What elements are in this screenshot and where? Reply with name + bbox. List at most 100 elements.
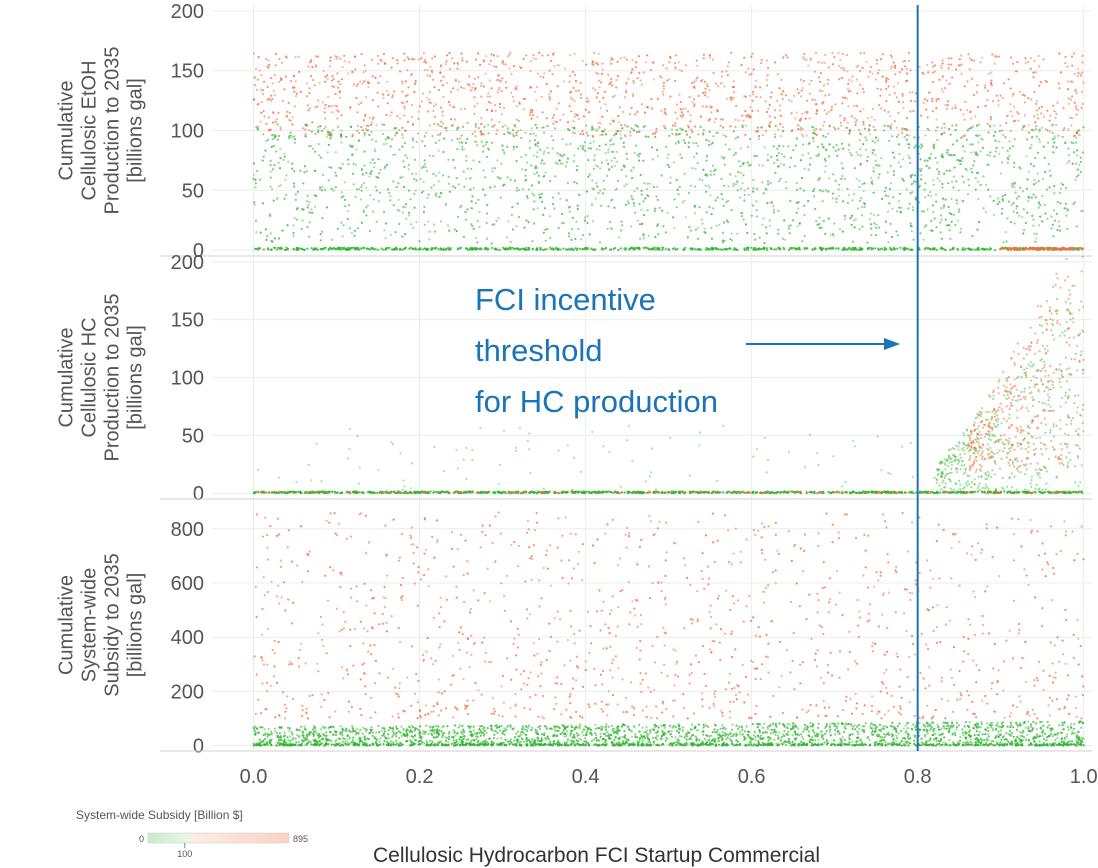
data-point [592, 140, 595, 143]
data-point [415, 221, 418, 224]
data-point [779, 491, 782, 494]
data-point [873, 118, 876, 121]
data-point [862, 123, 865, 126]
data-point [542, 175, 545, 178]
data-point [721, 241, 725, 244]
data-point [693, 212, 697, 215]
data-point [479, 63, 482, 66]
data-point [974, 188, 977, 191]
data-point [908, 248, 912, 251]
data-point [329, 247, 332, 250]
data-point [269, 176, 272, 179]
data-point [914, 92, 917, 95]
data-point [640, 189, 643, 192]
data-point [919, 169, 922, 172]
data-point [370, 58, 373, 61]
data-point [363, 80, 366, 83]
data-point [802, 143, 805, 146]
data-point [756, 130, 759, 133]
data-point [273, 74, 276, 77]
data-point [559, 197, 562, 200]
data-point [355, 148, 358, 151]
data-point [610, 81, 613, 84]
data-point [701, 179, 704, 182]
data-point [942, 206, 945, 209]
data-point [574, 80, 578, 83]
data-point [593, 51, 596, 55]
data-point [736, 232, 739, 235]
data-point [799, 117, 803, 120]
data-point [777, 228, 780, 231]
data-point [674, 248, 677, 251]
data-point [387, 93, 390, 96]
data-point [496, 129, 499, 132]
y-axis-label-line: Production to 2035 [102, 294, 124, 462]
data-point [872, 149, 875, 152]
data-point [926, 159, 929, 162]
data-point [264, 228, 267, 231]
data-point [814, 247, 817, 250]
data-point [1081, 71, 1084, 74]
data-point [463, 107, 466, 110]
data-point [630, 195, 633, 198]
data-point [709, 173, 712, 176]
data-point [1055, 212, 1058, 215]
data-point [283, 88, 286, 91]
data-point [283, 197, 286, 200]
data-point [498, 490, 501, 493]
data-point [256, 103, 259, 106]
data-point [816, 145, 820, 148]
data-point [1032, 183, 1036, 186]
data-point [809, 58, 812, 62]
data-point [914, 196, 917, 199]
data-point [858, 199, 862, 202]
data-point [484, 176, 487, 179]
data-point [650, 98, 653, 101]
data-point [398, 222, 401, 226]
data-point [591, 248, 595, 251]
data-point [360, 167, 364, 170]
data-point [479, 130, 482, 133]
data-point [662, 87, 666, 90]
data-point [373, 147, 376, 150]
data-point [460, 86, 463, 89]
data-point [314, 169, 317, 172]
data-point [430, 69, 433, 72]
data-point [347, 204, 351, 207]
data-point [867, 116, 870, 120]
data-point [571, 126, 574, 129]
data-point [843, 116, 846, 120]
data-point [774, 124, 777, 128]
data-point [266, 85, 269, 88]
data-point [840, 177, 843, 180]
data-point [457, 80, 461, 83]
data-point [875, 223, 878, 226]
data-point [820, 227, 823, 230]
data-point [856, 64, 860, 67]
data-point [482, 133, 485, 136]
data-point [871, 152, 874, 155]
data-point [1035, 237, 1038, 240]
data-point [827, 190, 830, 193]
data-point [419, 491, 422, 494]
data-point [553, 65, 556, 68]
data-point [709, 194, 712, 197]
data-point [751, 109, 754, 112]
data-point [306, 194, 309, 197]
data-point [766, 84, 769, 87]
data-point [632, 95, 635, 98]
data-point [293, 105, 296, 108]
data-point [562, 221, 565, 225]
data-point [633, 246, 636, 249]
data-point [861, 225, 864, 228]
data-point [674, 54, 677, 57]
data-point [410, 491, 413, 494]
data-point [813, 195, 816, 198]
data-point [610, 150, 614, 153]
data-point [1001, 146, 1004, 149]
data-point [510, 213, 513, 216]
data-point [305, 170, 308, 173]
data-point [337, 80, 340, 83]
data-point [318, 81, 321, 84]
data-point [471, 132, 474, 135]
